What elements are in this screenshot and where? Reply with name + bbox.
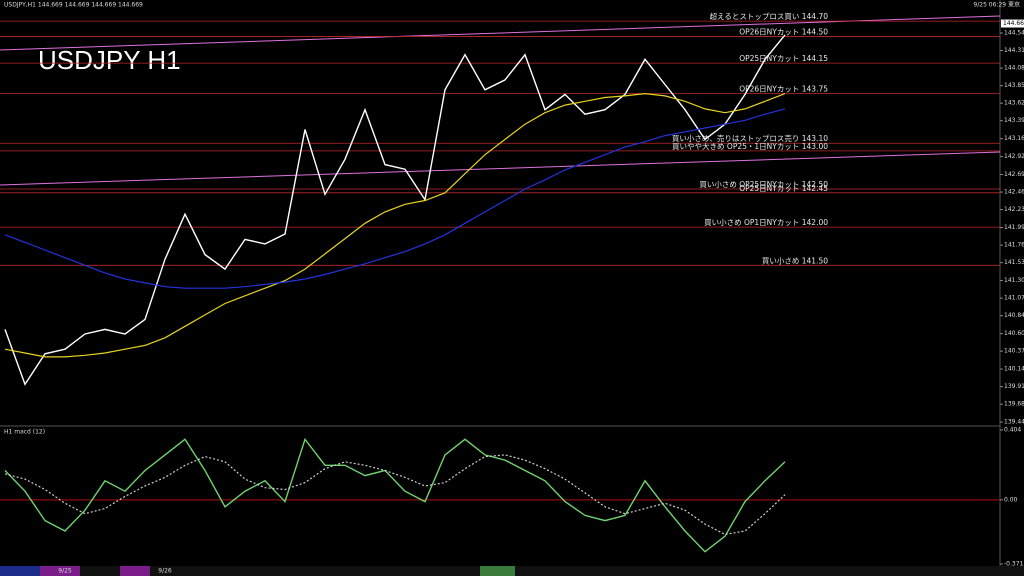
level-label: 超えるとストップロス買い 144.70 xyxy=(710,12,829,21)
y-tick-label: -0.371 xyxy=(1004,561,1024,568)
level-label: OP26日NYカット 143.75 xyxy=(739,85,828,94)
last-price-label: 144.669 xyxy=(1003,20,1024,27)
last-price-box xyxy=(1001,19,1024,28)
series-line xyxy=(4,454,786,536)
macd-title: H1 macd (12) xyxy=(4,429,45,436)
y-tick-label: 141.535 xyxy=(1004,259,1024,266)
watermark: USDJPY H1 xyxy=(38,45,181,75)
series-line xyxy=(4,92,786,358)
x-tick-label: 9/25 xyxy=(58,568,72,575)
series-line xyxy=(4,437,786,553)
y-tick-label: 140.375 xyxy=(1004,348,1024,355)
level-label: 買い小さめ OP25日NYカット 142.50 xyxy=(699,180,828,189)
clock: 9/25 06:29 東京 xyxy=(973,1,1020,9)
y-tick-label: 142.230 xyxy=(1004,206,1024,213)
y-tick-label: 143.395 xyxy=(1004,117,1024,124)
level-label: 買い小さめ OP1日NYカット 142.00 xyxy=(704,218,828,227)
y-tick-label: 0.00 xyxy=(1004,496,1018,503)
level-label: OP25日NYカット 144.15 xyxy=(739,54,828,63)
level-label: 買い小さめ、売りはストップロス売り 143.10 xyxy=(672,133,828,143)
trend-line xyxy=(0,15,1001,51)
y-tick-label: 142.690 xyxy=(1004,171,1024,178)
y-tick-label: 144.085 xyxy=(1004,65,1024,72)
y-tick-label: 140.840 xyxy=(1004,312,1024,319)
level-label: OP26日NYカット 144.50 xyxy=(739,27,828,36)
y-tick-label: 139.445 xyxy=(1004,419,1024,426)
y-tick-label: 142.925 xyxy=(1004,153,1024,160)
y-tick-label: 143.855 xyxy=(1004,82,1024,89)
y-tick-label: 143.160 xyxy=(1004,135,1024,142)
series-line xyxy=(4,108,786,289)
y-tick-label: 140.140 xyxy=(1004,366,1024,373)
y-tick-label: 139.910 xyxy=(1004,383,1024,390)
y-tick-label: 141.300 xyxy=(1004,277,1024,284)
y-tick-label: 142.460 xyxy=(1004,189,1024,196)
y-tick-label: 139.680 xyxy=(1004,401,1024,408)
series-line xyxy=(4,34,786,386)
level-label: OP25日NYカット 142.45 xyxy=(739,184,828,193)
y-tick-label: 141.995 xyxy=(1004,224,1024,231)
trend-line xyxy=(0,151,1001,186)
y-tick-label: 143.625 xyxy=(1004,100,1024,107)
period-bar xyxy=(0,566,40,576)
period-bar xyxy=(480,566,515,576)
x-tick-label: 9/26 xyxy=(158,568,172,575)
y-tick-label: 141.070 xyxy=(1004,295,1024,302)
period-bar xyxy=(40,566,80,576)
y-tick-label: 144.545 xyxy=(1004,29,1024,36)
level-label: 買いやや大きめ OP25・1日NYカット 143.00 xyxy=(672,141,828,151)
header: USDJPY,H1 144.669 144.669 144.669 144.66… xyxy=(4,2,143,9)
y-tick-label: 0.404 xyxy=(1004,427,1021,434)
y-tick-label: 140.605 xyxy=(1004,330,1024,337)
period-bar xyxy=(120,566,150,576)
y-tick-label: 141.765 xyxy=(1004,242,1024,249)
y-tick-label: 144.315 xyxy=(1004,47,1024,54)
level-label: 買い小さめ 141.50 xyxy=(762,256,828,265)
